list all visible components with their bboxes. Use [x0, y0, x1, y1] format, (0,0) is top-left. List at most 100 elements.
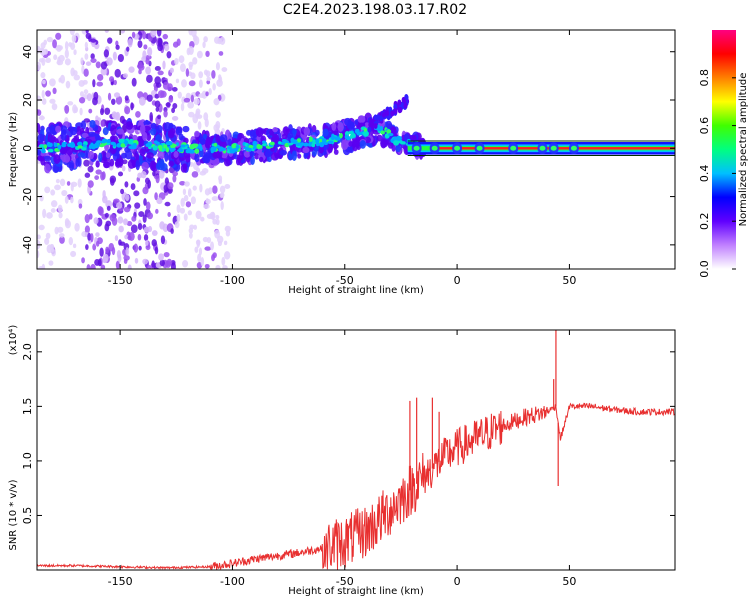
- noise-blob: [128, 66, 135, 73]
- noise-blob: [188, 30, 193, 36]
- noise-blob: [206, 237, 212, 244]
- ridge-blob: [283, 126, 290, 136]
- noise-blob: [192, 185, 197, 191]
- snr-panel: -150 -100 -50 0 50 0.5 1.0 1.5 2.0 Height of stra…: [8, 325, 676, 597]
- y-axis-label: SNR (10 * v/v): [8, 479, 19, 550]
- noise-blob: [205, 198, 211, 205]
- noise-blob: [213, 98, 220, 106]
- noise-blob: [213, 36, 221, 44]
- ridge-core: [231, 143, 237, 149]
- noise-blob: [101, 171, 106, 180]
- noise-blob: [218, 74, 222, 80]
- noise-blob: [120, 188, 125, 195]
- noise-blob: [172, 171, 179, 177]
- ridge-core: [219, 147, 226, 152]
- ridge-core: [128, 141, 134, 145]
- ridge-blob: [376, 134, 383, 142]
- noise-blob: [123, 218, 128, 226]
- noise-blob: [113, 79, 117, 86]
- noise-blob: [167, 211, 171, 218]
- noise-blob: [133, 243, 139, 253]
- noise-blob: [162, 81, 170, 90]
- noise-blob: [64, 58, 71, 66]
- ridge-blob: [132, 159, 137, 168]
- noise-blob: [157, 42, 164, 52]
- noise-blob: [57, 204, 63, 213]
- noise-blob: [92, 79, 96, 88]
- branch-blob: [401, 96, 406, 103]
- noise-blob: [38, 265, 45, 269]
- noise-blob: [119, 241, 126, 246]
- noise-blob: [97, 73, 104, 81]
- ridge-blob: [155, 162, 161, 171]
- ridge-core: [119, 138, 125, 144]
- noise-blob: [143, 198, 147, 206]
- branch-blob: [376, 114, 381, 121]
- noise-blob: [64, 104, 70, 114]
- noise-blob: [171, 107, 176, 114]
- noise-blob: [197, 121, 202, 130]
- noise-blob: [155, 107, 160, 112]
- ridge-blob: [175, 126, 183, 136]
- noise-blob: [96, 81, 104, 87]
- y-tick-label: 1.0: [21, 452, 34, 470]
- ridge-blob: [202, 154, 210, 164]
- noise-blob: [184, 181, 190, 187]
- ridge-blob: [94, 133, 100, 141]
- noise-blob: [90, 263, 96, 269]
- ridge-blob: [385, 120, 393, 130]
- noise-blob: [208, 88, 212, 95]
- noise-blob: [131, 31, 136, 39]
- ridge-core: [177, 149, 183, 152]
- ridge-blob: [395, 145, 402, 153]
- noise-blob: [183, 213, 188, 221]
- ridge-blob: [173, 151, 179, 158]
- noise-blob: [179, 207, 186, 214]
- ridge-core: [213, 142, 218, 147]
- noise-blob: [93, 217, 99, 225]
- noise-blob: [95, 61, 101, 69]
- ridge-blob: [381, 139, 390, 146]
- noise-blob: [85, 61, 92, 66]
- ridge-core: [153, 140, 158, 144]
- noise-blob: [216, 79, 223, 87]
- noise-blob: [185, 201, 192, 208]
- ridge-blob: [40, 157, 46, 166]
- noise-blob: [45, 232, 51, 239]
- ridge-blob: [215, 134, 221, 143]
- noise-blob: [78, 80, 85, 87]
- ridge-blob: [89, 119, 96, 128]
- noise-blob: [154, 100, 161, 108]
- noise-blob: [54, 184, 61, 191]
- noise-blob: [81, 257, 85, 264]
- ridge-core: [281, 139, 287, 143]
- noise-blob: [218, 51, 224, 56]
- noise-blob: [200, 256, 205, 267]
- noise-blob: [37, 250, 40, 259]
- noise-blob: [65, 80, 71, 89]
- noise-blob: [85, 244, 89, 250]
- noise-blob: [179, 63, 186, 72]
- noise-blob: [113, 92, 121, 98]
- ridge-blob: [68, 160, 75, 172]
- ridge-core: [347, 130, 354, 135]
- ridge-core: [77, 141, 83, 147]
- colorbar-label: Normalized spectral amplitude: [738, 73, 749, 227]
- noise-blob: [160, 235, 166, 245]
- ridge-blob: [111, 135, 119, 144]
- noise-blob: [193, 35, 200, 46]
- noise-blob: [193, 98, 200, 105]
- ridge-core: [295, 142, 301, 147]
- noise-blob: [97, 206, 103, 216]
- noise-blob: [122, 73, 128, 79]
- noise-blob: [187, 210, 193, 216]
- chart-title: C2E4.2023.198.03.17.R02: [282, 2, 468, 18]
- ridge-blob: [80, 120, 87, 130]
- ridge-blob: [348, 141, 354, 147]
- ridge-blob: [142, 132, 148, 142]
- noise-blob: [105, 200, 113, 209]
- noise-blob: [124, 95, 129, 101]
- noise-blob: [178, 55, 185, 64]
- noise-blob: [224, 251, 231, 260]
- ridge-blob: [179, 152, 185, 158]
